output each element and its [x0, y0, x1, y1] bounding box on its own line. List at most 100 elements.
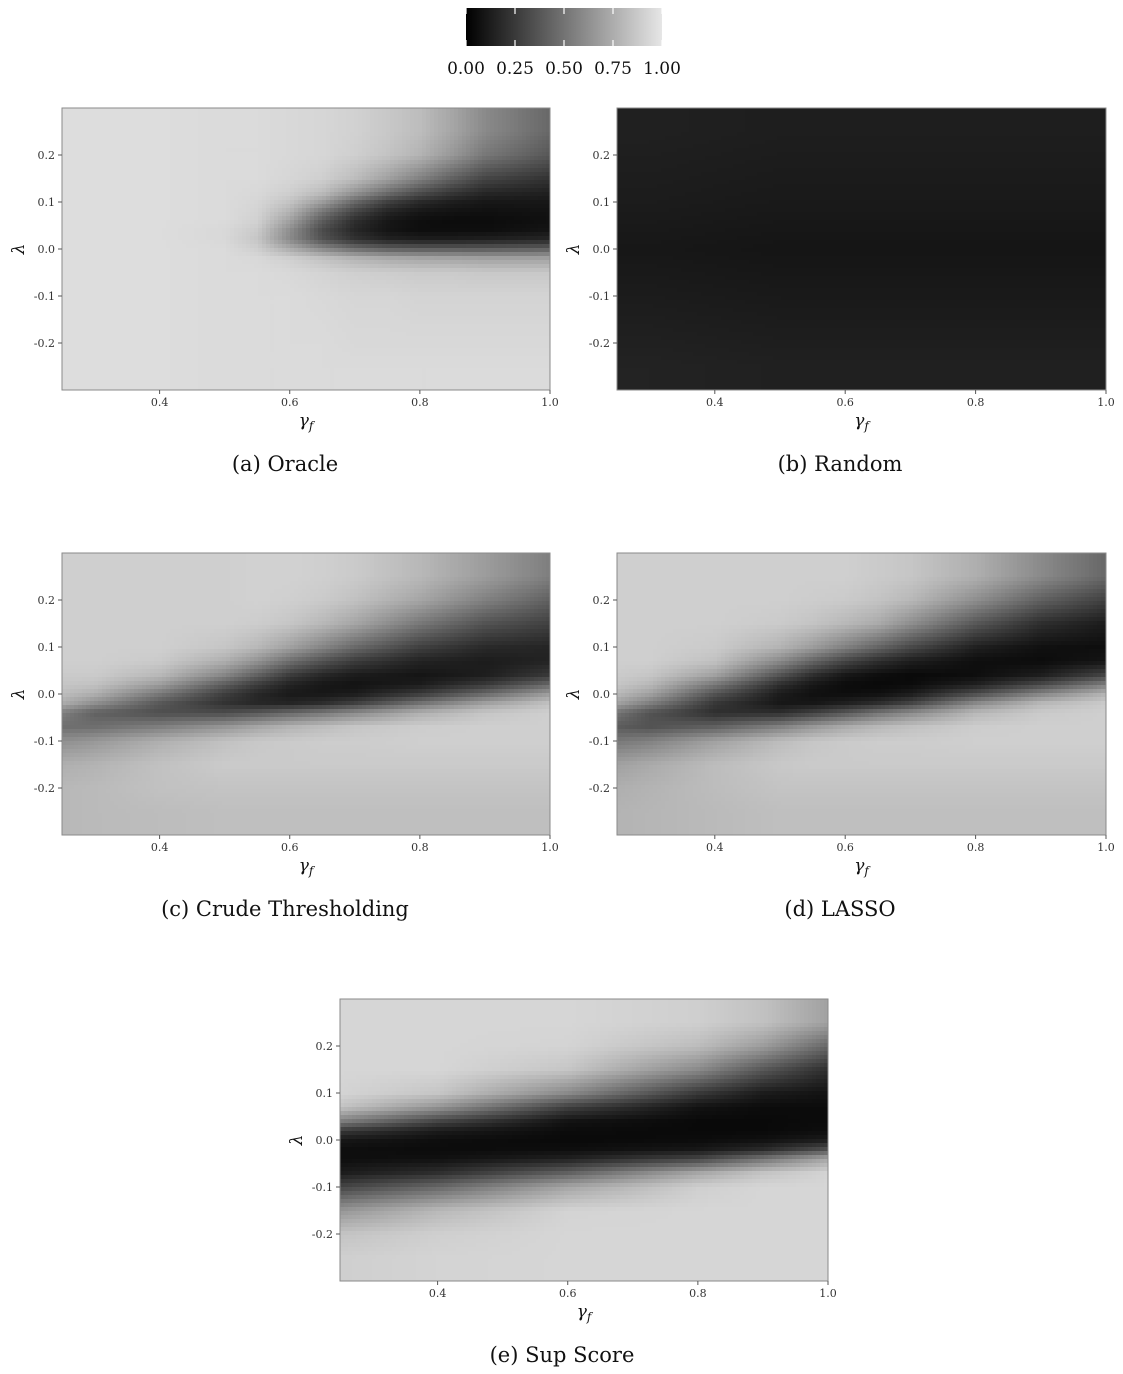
- heatmap-cell: [98, 120, 103, 125]
- heatmap-cell: [450, 156, 455, 161]
- heatmap-cell: [426, 144, 431, 149]
- heatmap-cell: [414, 152, 419, 157]
- heatmap-cell: [442, 172, 447, 177]
- heatmap-cell: [194, 132, 199, 137]
- heatmap-cell: [438, 184, 443, 189]
- heatmap-cell: [294, 152, 299, 157]
- heatmap-cell: [526, 108, 531, 113]
- heatmap-cell: [218, 140, 223, 145]
- heatmap-cell: [338, 112, 343, 117]
- heatmap-cell: [138, 164, 143, 169]
- heatmap-cell: [334, 156, 339, 161]
- heatmap-cell: [106, 116, 111, 121]
- heatmap-cell: [266, 164, 271, 169]
- heatmap-cell: [386, 156, 391, 161]
- heatmap-cell: [394, 112, 399, 117]
- heatmap-cell: [438, 168, 443, 173]
- heatmap-cell: [238, 168, 243, 173]
- heatmap-cell: [422, 112, 427, 117]
- heatmap-cell: [362, 132, 367, 137]
- heatmap-cell: [338, 184, 343, 189]
- heatmap-cell: [438, 152, 443, 157]
- heatmap-cell: [406, 144, 411, 149]
- heatmap-cell: [418, 140, 423, 145]
- heatmap-cell: [390, 176, 395, 181]
- heatmap-cell: [346, 112, 351, 117]
- heatmap-cell: [242, 128, 247, 133]
- heatmap-cell: [530, 164, 535, 169]
- heatmap-cell: [426, 180, 431, 185]
- heatmap-cell: [106, 144, 111, 149]
- heatmap-cell: [542, 132, 547, 137]
- heatmap-cell: [358, 140, 363, 145]
- heatmap-cell: [154, 132, 159, 137]
- heatmap-cell: [126, 168, 131, 173]
- heatmap-cell: [154, 168, 159, 173]
- heatmap-cell: [242, 108, 247, 113]
- heatmap-cell: [290, 160, 295, 165]
- heatmap-cell: [134, 128, 139, 133]
- heatmap-cell: [382, 180, 387, 185]
- heatmap-cell: [218, 160, 223, 165]
- heatmap-cell: [446, 136, 451, 141]
- heatmap-cell: [418, 112, 423, 117]
- heatmap-cell: [334, 128, 339, 133]
- heatmap-cell: [502, 192, 507, 197]
- heatmap-cell: [222, 176, 227, 181]
- heatmap-cell: [518, 192, 523, 197]
- heatmap-cell: [242, 144, 247, 149]
- heatmap-cell: [418, 136, 423, 141]
- heatmap-cell: [62, 172, 67, 177]
- heatmap-cell: [374, 132, 379, 137]
- heatmap-cell: [318, 172, 323, 177]
- heatmap-cell: [474, 184, 479, 189]
- heatmap-cell: [234, 172, 239, 177]
- heatmap-cell: [266, 188, 271, 193]
- heatmap-cell: [318, 112, 323, 117]
- heatmap-cell: [82, 128, 87, 133]
- heatmap-cell: [186, 128, 191, 133]
- heatmap-cell: [142, 116, 147, 121]
- heatmap-cell: [286, 136, 291, 141]
- heatmap-cell: [466, 124, 471, 129]
- heatmap-cell: [434, 128, 439, 133]
- heatmap-cell: [358, 156, 363, 161]
- heatmap-cell: [494, 148, 499, 153]
- heatmap-cell: [418, 124, 423, 129]
- heatmap-cell: [418, 132, 423, 137]
- heatmap-cell: [86, 124, 91, 129]
- heatmap-cell: [262, 132, 267, 137]
- heatmap-cell: [358, 120, 363, 125]
- heatmap-cell: [426, 136, 431, 141]
- heatmap-cell: [518, 112, 523, 117]
- heatmap-cell: [478, 152, 483, 157]
- heatmap-cell: [538, 144, 543, 149]
- heatmap-cell: [130, 192, 135, 197]
- heatmap-cell: [426, 148, 431, 153]
- heatmap-cell: [510, 116, 515, 121]
- heatmap-cell: [178, 124, 183, 129]
- heatmap-cell: [470, 128, 475, 133]
- heatmap-cell: [86, 156, 91, 161]
- heatmap-cell: [542, 148, 547, 153]
- heatmap-cell: [162, 132, 167, 137]
- heatmap-cell: [262, 108, 267, 113]
- heatmap-cell: [62, 152, 67, 157]
- heatmap-cell: [166, 152, 171, 157]
- heatmap-cell: [270, 116, 275, 121]
- heatmap-cell: [338, 124, 343, 129]
- heatmap-cell: [350, 144, 355, 149]
- heatmap-cell: [374, 128, 379, 133]
- heatmap-cell: [162, 112, 167, 117]
- heatmap-cell: [354, 160, 359, 165]
- heatmap-cell: [422, 188, 427, 193]
- heatmap-cell: [486, 136, 491, 141]
- heatmap-cell: [370, 156, 375, 161]
- heatmap-cell: [246, 152, 251, 157]
- heatmap-cell: [414, 144, 419, 149]
- heatmap-cell: [98, 188, 103, 193]
- heatmap-cell: [402, 128, 407, 133]
- heatmap-cell: [254, 124, 259, 129]
- heatmap-cell: [242, 172, 247, 177]
- heatmap-cell: [338, 140, 343, 145]
